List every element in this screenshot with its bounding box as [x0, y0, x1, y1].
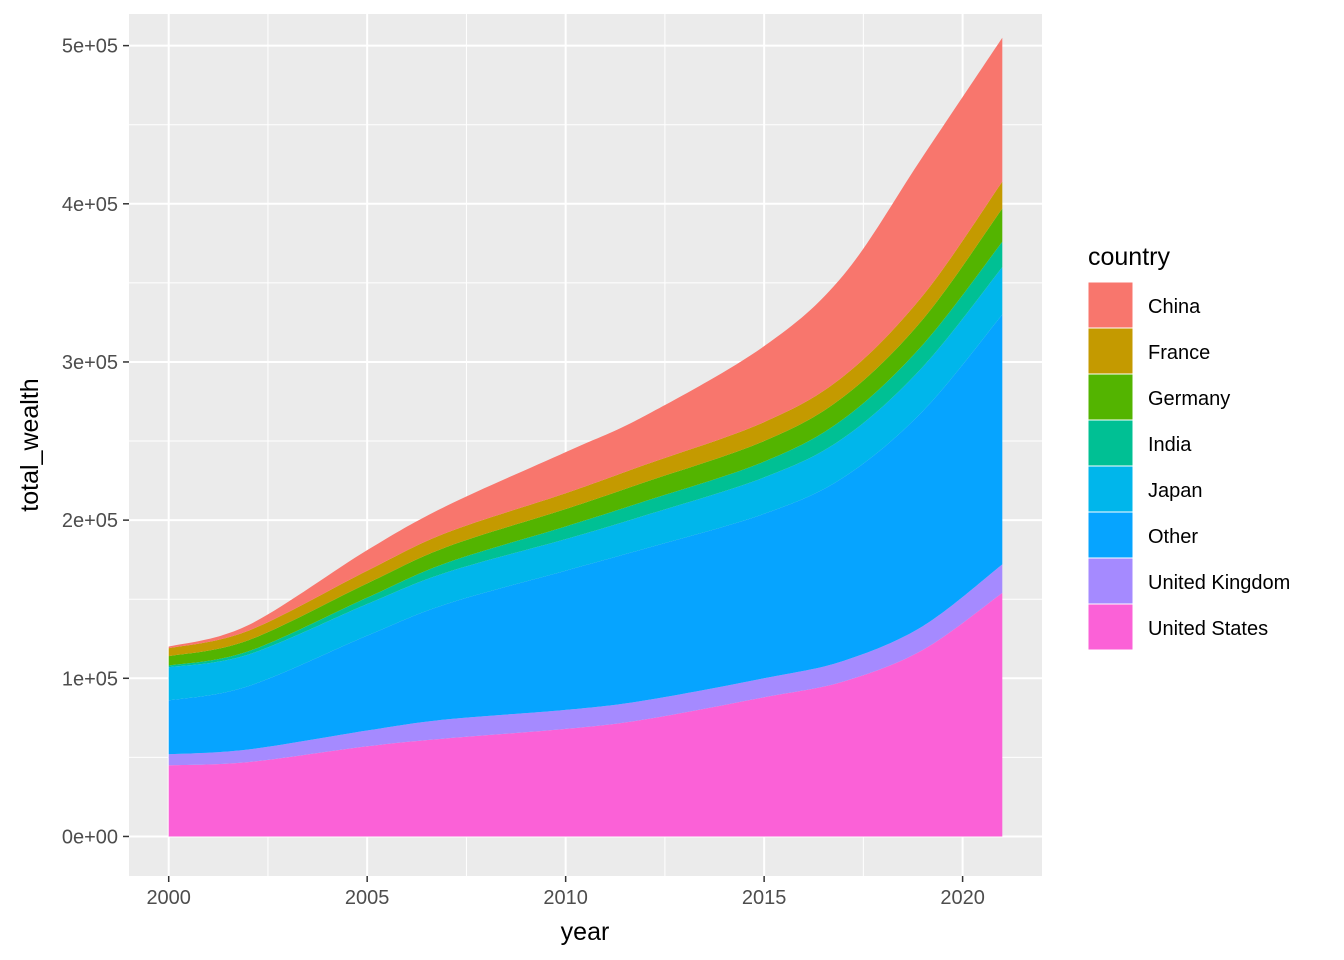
legend-title: country	[1088, 243, 1170, 271]
area-series-group	[168, 37, 1003, 837]
legend-label-japan: Japan	[1148, 480, 1203, 502]
legend-swatch-france	[1087, 327, 1134, 375]
legend-label-china: China	[1148, 296, 1201, 318]
x-tick-label: 2005	[345, 887, 390, 909]
area-series-other	[168, 314, 1003, 755]
x-tick-label: 2015	[742, 887, 787, 909]
y-tick-label: 0e+00	[62, 826, 118, 848]
y-tick-label: 2e+05	[62, 510, 118, 532]
x-axis: 2000 2005 2010 2015 2020	[146, 876, 985, 909]
x-axis-title: year	[561, 918, 610, 946]
legend-swatch-united-kingdom	[1087, 557, 1134, 605]
y-axis-title: total_wealth	[16, 378, 44, 511]
x-tick-label: 2000	[146, 887, 191, 909]
legend-label-united-states: United States	[1148, 618, 1268, 640]
legend-swatch-japan	[1087, 465, 1134, 513]
area-series-japan	[168, 267, 1003, 701]
y-tick-label: 1e+05	[62, 668, 118, 690]
legend-swatch-united-states	[1087, 603, 1134, 651]
y-axis: 0e+00 1e+05 2e+05 3e+05 4e+05 5e+05	[62, 36, 129, 848]
area-series-united-kingdom	[168, 564, 1003, 766]
legend-label-germany: Germany	[1148, 388, 1230, 410]
legend-label-united-kingdom: United Kingdom	[1148, 572, 1290, 594]
y-tick-label: 5e+05	[62, 36, 118, 58]
legend-swatch-china	[1087, 281, 1134, 329]
area-series-china	[168, 37, 1003, 649]
legend: country China France Germany India Japan Othe…	[1087, 243, 1290, 651]
y-tick-label: 4e+05	[62, 194, 118, 216]
legend-swatch-germany	[1087, 373, 1134, 421]
legend-label-france: France	[1148, 342, 1210, 364]
legend-label-india: India	[1148, 434, 1192, 456]
area-series-united-states	[168, 592, 1003, 837]
legend-label-other: Other	[1148, 526, 1198, 548]
y-tick-label: 3e+05	[62, 352, 118, 374]
legend-swatch-india	[1087, 419, 1134, 467]
legend-swatch-other	[1087, 511, 1134, 559]
x-tick-label: 2020	[940, 887, 985, 909]
x-tick-label: 2010	[543, 887, 588, 909]
